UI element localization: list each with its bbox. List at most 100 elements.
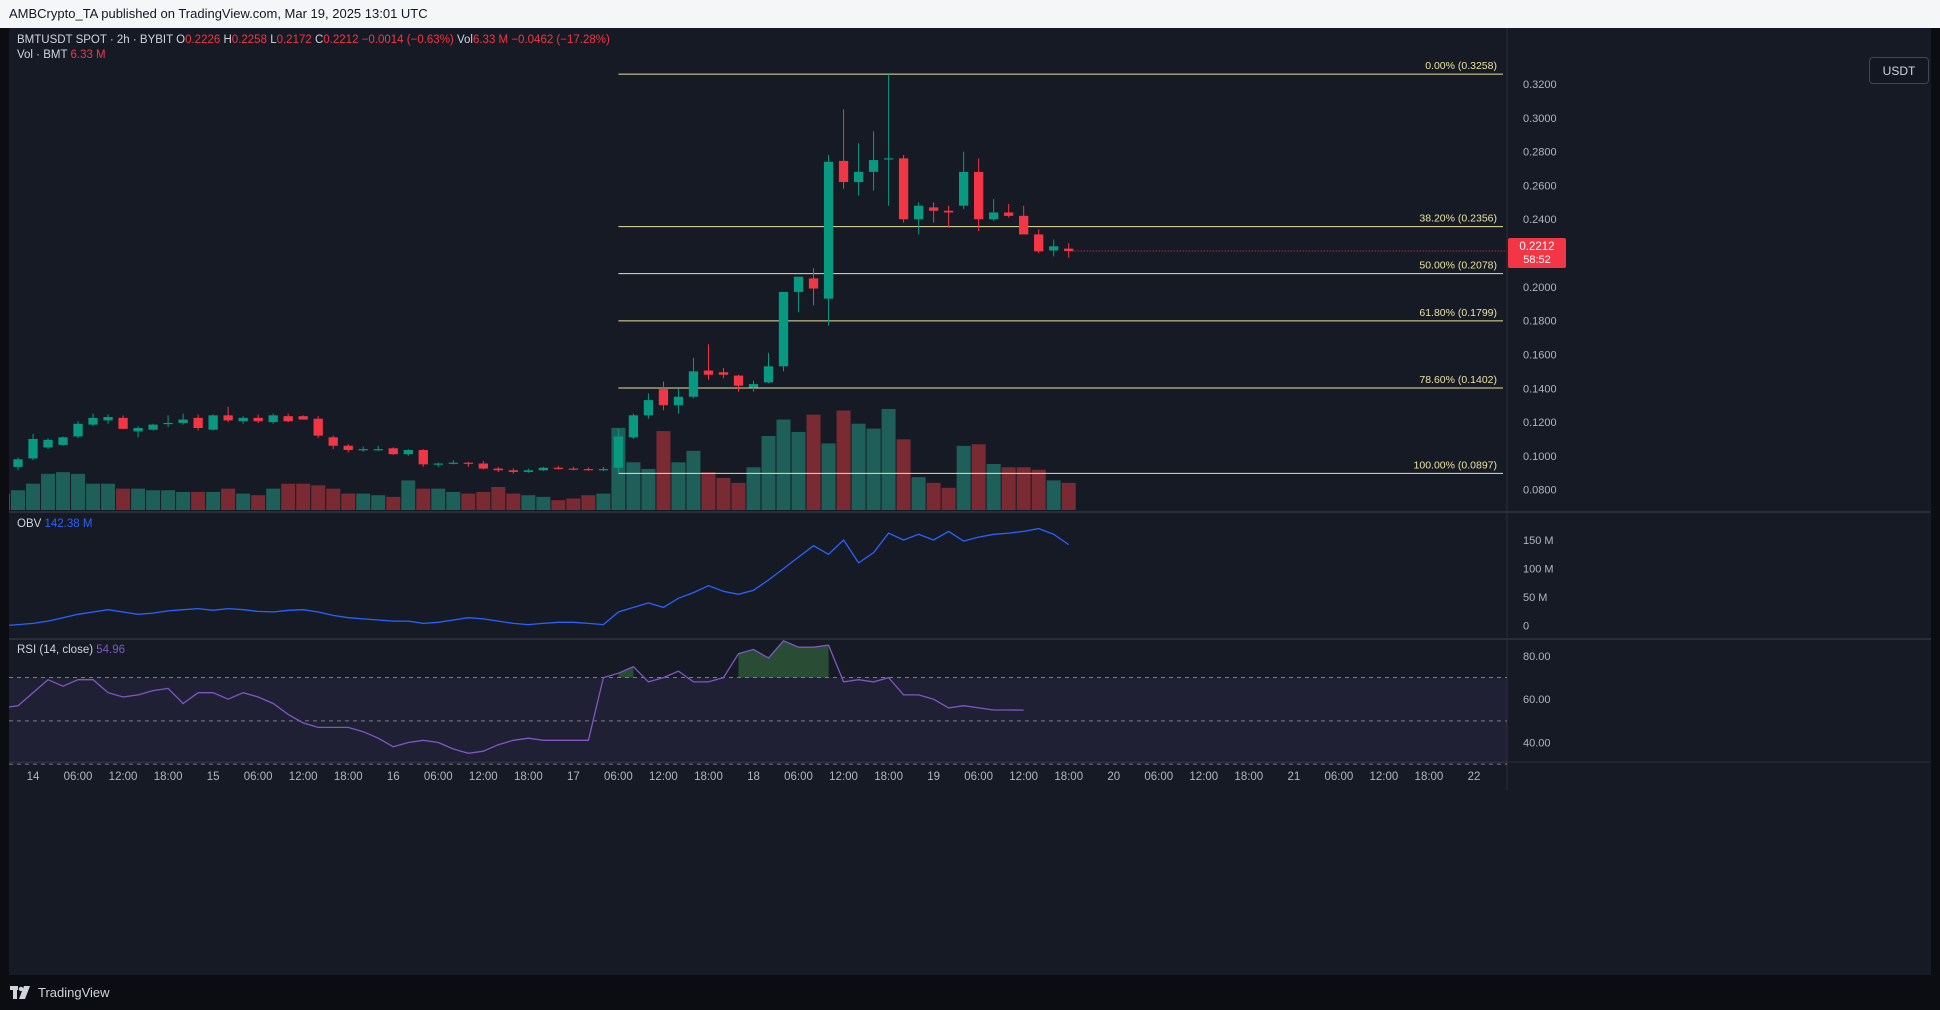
volume-bar [671,462,686,510]
volume-bar [926,482,941,510]
volume-bar [1016,467,1031,510]
price-tick-label: 0.0800 [1523,485,1557,497]
price-tick-label: 0.2600 [1523,180,1557,192]
rsi-tick-label: 40.00 [1523,738,1551,750]
vol-series-value: 6.33 M [70,49,106,61]
change-value: −0.0014 (−0.63%) [361,34,454,46]
chart-svg[interactable]: 0.00% (0.3258) 38.20% (0.2356) 50.00% (0.2… [9,28,1931,975]
rsi-pane: 80.00 60.00 40.00 [9,640,1551,765]
volume-bar [281,483,296,510]
candle-body [1049,246,1059,251]
obv-tick-label: 50 M [1523,592,1547,604]
volume-bar [491,486,506,510]
time-tick-label: 18:00 [1054,771,1083,783]
time-tick-label: 12:00 [289,771,318,783]
time-tick-label: 06:00 [604,771,633,783]
candle-body [43,439,53,448]
candle-body [778,291,789,367]
volume-bar [266,488,281,510]
tradingview-logo-icon [10,985,32,1000]
close-value: 0.2212 [323,34,359,46]
candle-body [208,415,218,430]
candle-body [13,459,23,467]
volume-bar [71,473,86,510]
volume-bar [881,408,896,510]
time-tick-label: 18 [747,771,760,783]
candle-body [793,276,804,292]
volume-bar [986,463,1001,510]
rsi-label[interactable]: RSI (14, close) [17,644,94,656]
candle-body [703,370,714,375]
obv-tick-label: 150 M [1523,535,1554,547]
volume-bar [311,485,326,510]
price-tick-label: 0.1800 [1523,316,1557,328]
fib-level-label: 50.00% (0.2078) [1419,260,1497,272]
rsi-tick-label: 80.00 [1523,651,1551,663]
candle-body [238,417,248,422]
candle-body [523,470,533,472]
volume-bar [821,443,836,510]
main-legend: BMTUSDT SPOT · 2h · BYBIT O0.2226 H0.225… [17,34,610,46]
candle-body [313,418,323,436]
vol-value: 6.33 M [472,34,509,46]
time-tick-label: 18:00 [154,771,183,783]
currency-button[interactable]: USDT [1869,57,1929,84]
volume-bar [701,472,716,510]
candle-body [103,417,113,421]
time-tick-label: 12:00 [649,771,678,783]
candle-body [943,210,954,213]
volume-bar [806,414,821,510]
candle-body [163,422,173,425]
time-tick-label: 06:00 [1144,771,1173,783]
volume-bar [686,450,701,510]
candle-body [343,445,353,450]
vol-change-value: −0.0462 (−17.28%) [511,34,610,46]
volume-bar [296,483,311,510]
volume-bar [26,483,41,510]
candle-body [673,396,684,406]
volume-bar [956,445,971,510]
volume-bar [131,488,146,510]
close-label: C [314,34,324,46]
candle-body [73,423,83,437]
obv-label[interactable]: OBV [17,518,42,530]
candle-body [748,384,759,388]
volume-bar [356,493,371,510]
chart-frame: 0.00% (0.3258) 38.20% (0.2356) 50.00% (0.2… [9,28,1931,975]
candle-body [838,160,849,183]
candle-body [433,463,443,465]
time-tick-label: 17 [567,771,580,783]
volume-bar [626,462,641,510]
candle-body [403,449,413,455]
candle-body [298,416,308,420]
rsi-line [9,640,1024,754]
candle-body [853,171,864,183]
price-tick-label: 0.2400 [1523,214,1557,226]
time-tick-label: 21 [1287,771,1300,783]
candle-body [868,160,879,172]
volume-bar [146,490,161,510]
time-tick-label: 22 [1468,771,1481,783]
volume-bar [431,488,446,510]
rsi-overbought-fill [738,640,829,678]
volume-bar [1046,480,1061,510]
candle-body [88,417,98,425]
time-tick-label: 12:00 [1189,771,1218,783]
obv-legend: OBV 142.38 M [17,518,92,530]
volume-bar [851,423,866,510]
price-tick-label: 0.1000 [1523,451,1557,463]
candle-body [448,462,458,464]
volume-bar [9,493,11,510]
volume-bar [776,419,791,510]
candle-body [928,207,939,211]
candle-body [643,400,654,416]
time-axis: 14 06:00 12:00 18:00 15 06:00 12:00 18:00 16 06:0… [27,771,1481,783]
symbol-label[interactable]: BMTUSDT SPOT · 2h · BYBIT [17,34,173,46]
tradingview-logo[interactable]: TradingView [10,985,110,1000]
vol-series-label[interactable]: Vol · BMT [17,49,68,61]
time-tick-label: 06:00 [424,771,453,783]
tradingview-brand: TradingView [38,985,110,1000]
time-tick-label: 18:00 [334,771,363,783]
volume-bar [911,477,926,510]
price-pane: 0.00% (0.3258) 38.20% (0.2356) 50.00% (0.2… [9,60,1566,510]
